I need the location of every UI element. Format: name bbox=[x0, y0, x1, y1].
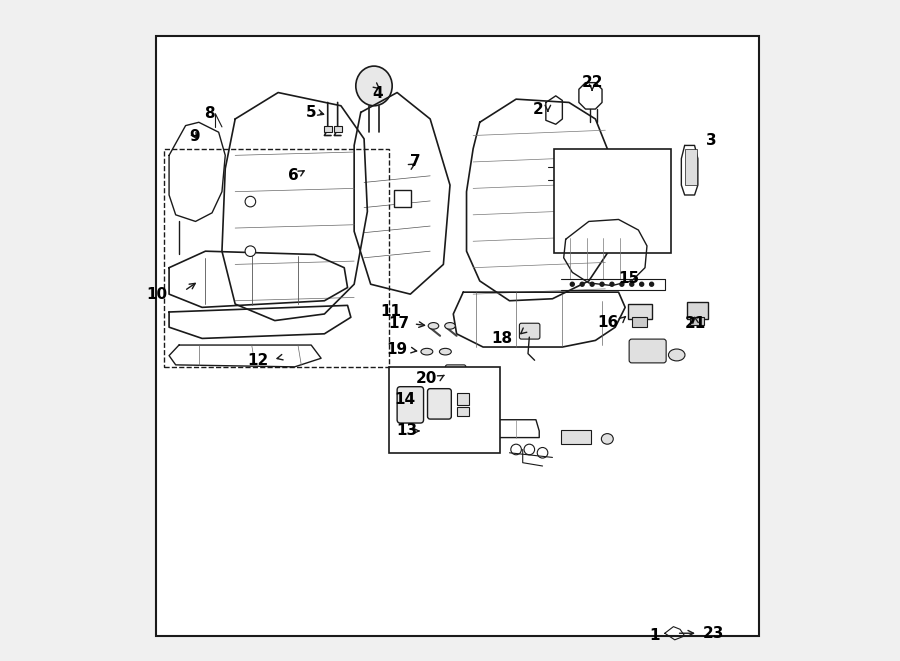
Text: 4: 4 bbox=[372, 87, 382, 101]
FancyBboxPatch shape bbox=[397, 387, 424, 423]
Circle shape bbox=[245, 196, 256, 207]
Ellipse shape bbox=[428, 323, 439, 329]
FancyBboxPatch shape bbox=[519, 323, 540, 339]
Ellipse shape bbox=[356, 66, 392, 106]
Text: 18: 18 bbox=[491, 331, 513, 346]
Text: 14: 14 bbox=[394, 393, 415, 407]
Bar bbox=[685, 149, 698, 185]
Text: 8: 8 bbox=[204, 106, 215, 121]
Circle shape bbox=[524, 444, 535, 455]
Text: 11: 11 bbox=[381, 305, 401, 319]
Ellipse shape bbox=[601, 434, 613, 444]
Text: 12: 12 bbox=[247, 353, 268, 368]
Circle shape bbox=[245, 246, 256, 256]
Bar bbox=[165, 149, 389, 367]
Circle shape bbox=[590, 282, 594, 286]
Text: 10: 10 bbox=[147, 287, 167, 301]
Circle shape bbox=[600, 282, 604, 286]
Text: 17: 17 bbox=[388, 317, 409, 331]
Text: 16: 16 bbox=[598, 315, 618, 330]
Bar bbox=[561, 430, 590, 444]
Ellipse shape bbox=[669, 349, 685, 361]
Text: 2: 2 bbox=[533, 102, 544, 116]
Circle shape bbox=[650, 282, 653, 286]
Text: 15: 15 bbox=[618, 272, 640, 286]
Bar bbox=[554, 149, 671, 253]
Text: 23: 23 bbox=[703, 626, 724, 641]
Text: 22: 22 bbox=[581, 75, 603, 90]
Bar bbox=[457, 407, 469, 416]
Circle shape bbox=[511, 444, 521, 455]
FancyBboxPatch shape bbox=[464, 374, 482, 387]
Bar bbox=[628, 304, 652, 319]
Text: 6: 6 bbox=[288, 168, 299, 182]
Text: 19: 19 bbox=[386, 342, 407, 356]
Text: 21: 21 bbox=[685, 317, 706, 331]
Text: 9: 9 bbox=[189, 130, 200, 144]
Bar bbox=[457, 393, 469, 405]
Circle shape bbox=[610, 282, 614, 286]
Bar bbox=[324, 126, 332, 132]
FancyBboxPatch shape bbox=[428, 389, 451, 419]
Bar bbox=[633, 317, 647, 327]
Bar bbox=[687, 302, 707, 319]
Text: 5: 5 bbox=[306, 105, 317, 120]
Circle shape bbox=[537, 447, 548, 458]
Text: 20: 20 bbox=[416, 371, 436, 385]
FancyBboxPatch shape bbox=[446, 365, 466, 379]
Text: 13: 13 bbox=[396, 424, 417, 438]
Circle shape bbox=[580, 282, 584, 286]
Text: 7: 7 bbox=[410, 155, 420, 169]
FancyBboxPatch shape bbox=[629, 339, 666, 363]
Ellipse shape bbox=[439, 348, 451, 355]
Text: 3: 3 bbox=[706, 133, 717, 147]
Bar bbox=[690, 317, 705, 325]
Circle shape bbox=[630, 282, 634, 286]
Bar bbox=[389, 367, 500, 453]
Bar bbox=[334, 126, 342, 132]
Text: 1: 1 bbox=[650, 629, 661, 643]
Circle shape bbox=[620, 282, 624, 286]
Ellipse shape bbox=[445, 323, 455, 329]
Ellipse shape bbox=[421, 348, 433, 355]
Circle shape bbox=[640, 282, 644, 286]
Circle shape bbox=[571, 282, 574, 286]
